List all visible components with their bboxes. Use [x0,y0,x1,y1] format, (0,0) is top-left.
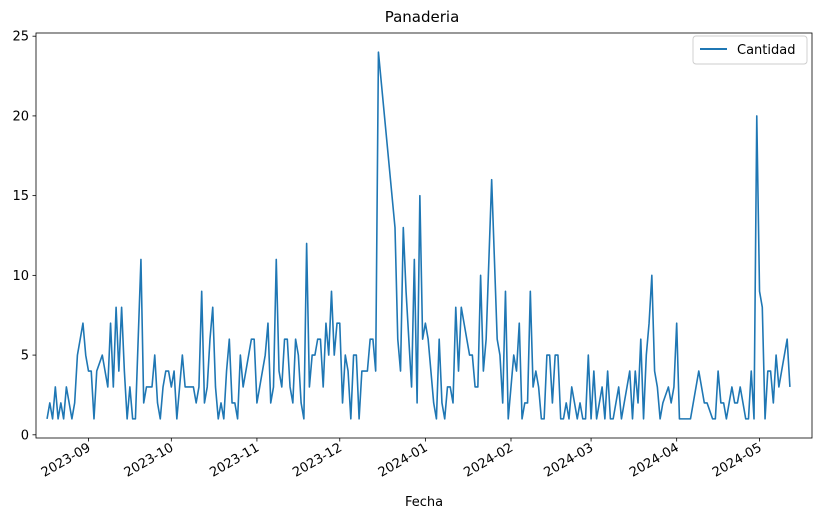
x-tick-label: 2024-01 [376,440,431,480]
y-tick-label: 5 [21,349,29,364]
x-tick-label: 2023-11 [207,440,262,480]
chart-title: Panaderia [385,8,460,26]
y-tick-label: 20 [12,109,29,124]
x-tick-label: 2024-04 [627,440,682,480]
y-axis: 0 5 10 15 20 25 [12,30,36,443]
x-tick-label: 2024-05 [710,440,765,480]
x-tick-label: 2024-03 [542,440,597,480]
x-axis: 2023-09 2023-10 2023-11 2023-12 2024-01 2024-… [39,438,765,481]
plot-area [35,32,813,439]
x-tick-label: 2023-09 [39,440,94,480]
legend-box [692,35,808,65]
y-tick-label: 0 [21,428,29,443]
y-tick-label: 25 [12,30,29,45]
legend-label-cantidad: Cantidad [737,43,795,58]
series-line-cantidad [46,51,791,420]
y-tick-label: 10 [12,269,29,284]
x-axis-label: Fecha [405,495,443,510]
x-tick-label: 2023-12 [290,440,345,480]
legend: Cantidad [692,35,808,65]
plot-frame [35,32,813,439]
x-tick-label: 2023-10 [122,440,177,480]
x-tick-label: 2024-02 [461,440,516,480]
y-tick-label: 15 [12,189,29,204]
series-layer [46,51,791,420]
